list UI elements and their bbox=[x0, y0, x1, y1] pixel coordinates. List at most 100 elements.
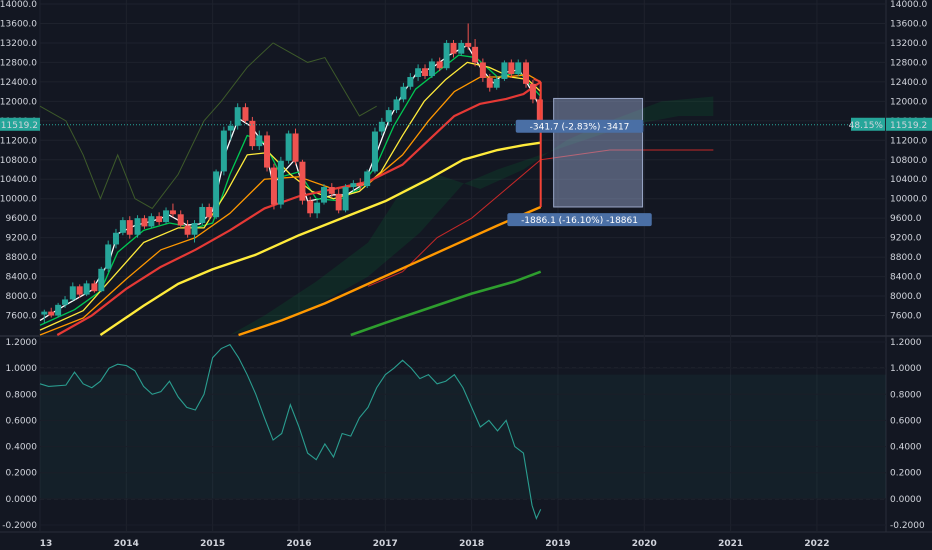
y-tick-right: 8400.0 bbox=[890, 273, 922, 283]
candle-body bbox=[76, 286, 83, 295]
candle-body bbox=[393, 99, 400, 111]
candle-body bbox=[515, 62, 522, 75]
candle-body bbox=[342, 187, 349, 211]
candle-body bbox=[371, 131, 378, 172]
candle-body bbox=[234, 107, 241, 126]
y-tick-right: 10800.0 bbox=[890, 156, 927, 166]
candle-body bbox=[41, 311, 48, 315]
candle-body bbox=[134, 218, 141, 235]
percent-label: 48.15% bbox=[849, 121, 884, 131]
candle-body bbox=[256, 135, 263, 147]
candle-body bbox=[292, 133, 299, 162]
osc-tick-right: 0.2000 bbox=[890, 469, 922, 479]
candle-body bbox=[307, 200, 314, 214]
candle-body bbox=[350, 183, 357, 188]
y-tick-left: 10800.0 bbox=[0, 156, 37, 166]
x-tick: 2022 bbox=[804, 539, 829, 549]
y-tick-left: 13600.0 bbox=[0, 19, 37, 29]
osc-tick-right: 0.0000 bbox=[890, 495, 922, 505]
x-tick: 2018 bbox=[459, 539, 484, 549]
measure-lower-label: -1886.1 (-16.10%) -18861 bbox=[521, 216, 638, 226]
measure-arrow bbox=[533, 78, 542, 83]
cloud-edge-line bbox=[367, 149, 714, 287]
x-tick: 2016 bbox=[286, 539, 311, 549]
osc-line-0 bbox=[39, 343, 542, 520]
y-tick-right: 13600.0 bbox=[890, 19, 927, 29]
x-tick: 2014 bbox=[114, 539, 139, 549]
candle-body bbox=[277, 160, 284, 205]
candle-body bbox=[321, 187, 328, 203]
y-tick-right: 10000.0 bbox=[890, 195, 927, 205]
lagging-span-line bbox=[39, 42, 377, 210]
osc-tick-right: 0.8000 bbox=[890, 390, 922, 400]
candle-body bbox=[55, 304, 62, 316]
measure-box bbox=[553, 97, 644, 208]
candle-body bbox=[163, 210, 170, 223]
y-tick-right: 8800.0 bbox=[890, 253, 922, 263]
y-tick-left: 10000.0 bbox=[0, 195, 37, 205]
candle-body bbox=[486, 77, 493, 88]
y-tick-left: 9200.0 bbox=[6, 234, 38, 244]
y-tick-left: 8800.0 bbox=[6, 253, 38, 263]
candle-body bbox=[285, 133, 292, 161]
candle-body bbox=[385, 110, 392, 122]
candle-body bbox=[335, 193, 342, 211]
candle-body bbox=[364, 171, 371, 187]
y-tick-right: 9200.0 bbox=[890, 234, 922, 244]
y-tick-left: 12000.0 bbox=[0, 97, 37, 107]
y-tick-left: 8400.0 bbox=[6, 273, 38, 283]
y-tick-left: 8000.0 bbox=[6, 292, 38, 302]
candle-body bbox=[458, 42, 465, 54]
candle-body bbox=[141, 218, 148, 227]
osc-tick-left: 0.4000 bbox=[6, 443, 38, 453]
y-tick-left: 10400.0 bbox=[0, 175, 37, 185]
candle-body bbox=[415, 68, 422, 78]
y-tick-right: 9600.0 bbox=[890, 214, 922, 224]
candle-body bbox=[62, 299, 69, 305]
x-tick: 13 bbox=[40, 539, 53, 549]
candle-body bbox=[98, 268, 105, 292]
candle-body bbox=[119, 220, 126, 233]
candle-body bbox=[378, 121, 385, 132]
osc-tick-left: 0.2000 bbox=[6, 469, 38, 479]
x-tick: 2020 bbox=[632, 539, 657, 549]
y-tick-left: 13200.0 bbox=[0, 39, 37, 49]
candle-body bbox=[436, 61, 443, 69]
candle-body bbox=[227, 125, 234, 131]
candle-body bbox=[242, 107, 249, 121]
ma-line-5 bbox=[99, 141, 541, 336]
osc-tick-left: 1.2000 bbox=[6, 338, 38, 348]
price-label-right: 11519.2 bbox=[890, 121, 927, 131]
y-tick-left: 12400.0 bbox=[0, 78, 37, 88]
x-tick: 2015 bbox=[200, 539, 225, 549]
candle-body bbox=[493, 78, 500, 88]
candle-body bbox=[169, 210, 176, 215]
osc-tick-left: 0.0000 bbox=[6, 495, 38, 505]
y-tick-left: 7600.0 bbox=[6, 312, 38, 322]
price-label-left: 11519.2 bbox=[1, 121, 38, 131]
y-tick-right: 12000.0 bbox=[890, 97, 927, 107]
y-tick-left: 14000.0 bbox=[0, 0, 37, 10]
x-tick: 2021 bbox=[718, 539, 743, 549]
osc-tick-left: 1.0000 bbox=[6, 364, 38, 374]
y-tick-right: 8000.0 bbox=[890, 292, 922, 302]
ma-line-7 bbox=[350, 270, 542, 337]
candle-body bbox=[264, 135, 271, 168]
candle-body bbox=[465, 42, 472, 47]
candle-body bbox=[48, 311, 55, 316]
candle-body bbox=[148, 216, 155, 227]
candle-body bbox=[443, 42, 450, 69]
candle-body bbox=[314, 202, 321, 214]
candle-body bbox=[529, 83, 536, 100]
ma-line-1 bbox=[39, 54, 542, 326]
x-tick: 2019 bbox=[545, 539, 570, 549]
candle-body bbox=[91, 283, 98, 292]
osc-tick-right: 1.0000 bbox=[890, 364, 922, 374]
osc-tick-right: 1.2000 bbox=[890, 338, 922, 348]
candle-body bbox=[450, 42, 457, 54]
candle-body bbox=[422, 68, 429, 77]
candle-body bbox=[400, 86, 407, 100]
